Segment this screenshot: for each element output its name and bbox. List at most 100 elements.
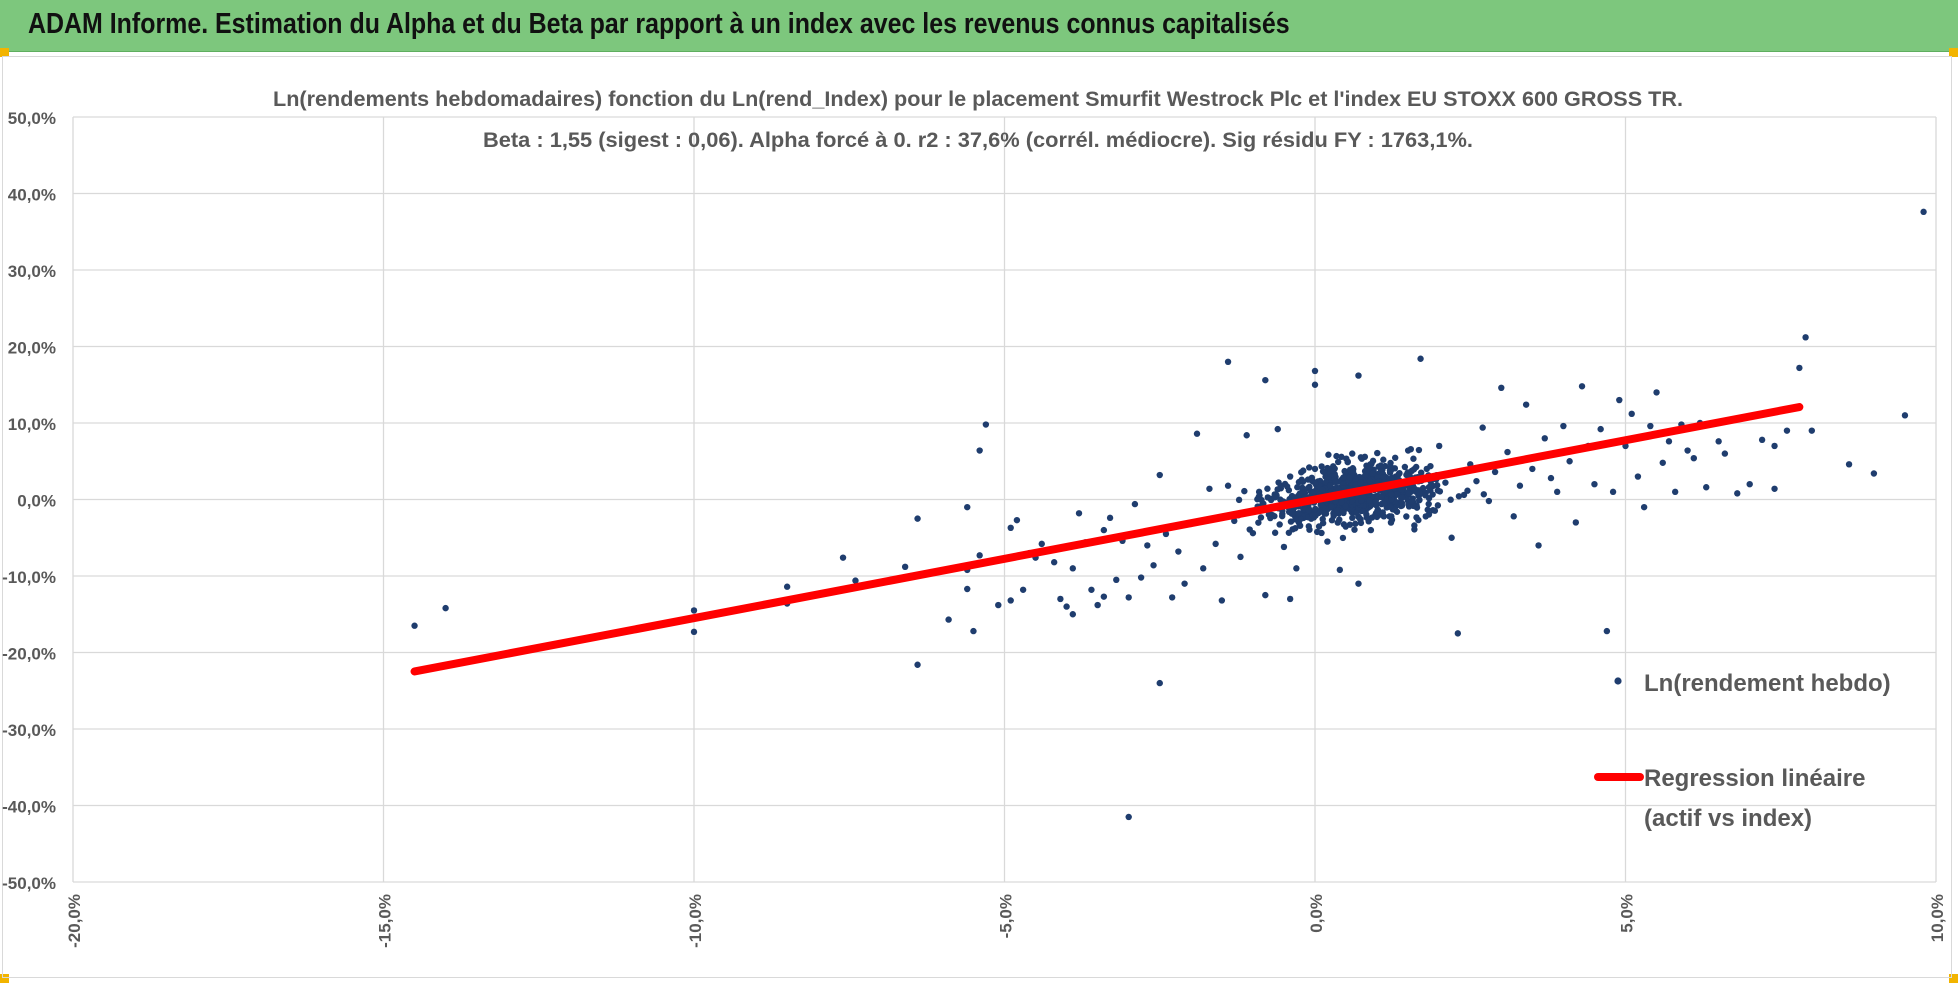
scatter-point	[1367, 461, 1374, 468]
scatter-point	[1344, 458, 1351, 465]
scatter-point	[1671, 488, 1679, 496]
scatter-point	[1324, 538, 1331, 545]
scatter-point	[1771, 485, 1778, 492]
scatter-point	[1553, 488, 1561, 496]
scatter-point	[1340, 474, 1347, 481]
scatter-point	[1374, 507, 1381, 515]
scatter-point	[1255, 519, 1262, 526]
scatter-point	[1410, 455, 1417, 462]
y-tick-label: 50,0%	[8, 109, 56, 128]
scatter-point	[1328, 517, 1336, 524]
scatter-point	[1294, 484, 1301, 491]
scatter-point	[1609, 488, 1617, 496]
scatter-point	[1299, 478, 1307, 485]
scatter-point	[1283, 483, 1291, 490]
scatter-point	[1050, 559, 1058, 566]
scatter-point	[1391, 454, 1399, 461]
regression-layer	[410, 403, 1804, 676]
scatter-point	[1640, 503, 1648, 511]
scatter-point	[1703, 484, 1710, 491]
scatter-point	[1276, 521, 1283, 528]
scatter-point	[1920, 208, 1927, 216]
scatter-point	[1419, 484, 1427, 492]
scatter-point	[1318, 463, 1325, 470]
scatter-point	[1634, 473, 1642, 480]
scatter-point	[1746, 481, 1753, 488]
scatter-point	[1038, 540, 1045, 548]
y-tick-label: 40,0%	[8, 186, 56, 205]
scatter-point	[1342, 523, 1349, 530]
scatter-point	[1013, 516, 1021, 524]
scatter-point	[1380, 473, 1387, 481]
scatter-point	[1264, 485, 1271, 492]
scatter-point	[1442, 479, 1449, 486]
scatter-point	[1388, 495, 1395, 503]
scatter-point	[1387, 463, 1395, 471]
scatter-point	[1312, 480, 1319, 487]
scatter-point	[1340, 509, 1347, 517]
corner-mark-top-left	[0, 48, 9, 57]
scatter-point	[1372, 498, 1379, 506]
scatter-point	[1491, 468, 1499, 476]
scatter-point	[1262, 376, 1269, 384]
scatter-point	[1374, 449, 1381, 457]
scatter-point	[1516, 482, 1524, 489]
scatter-point	[1336, 566, 1344, 574]
y-tick-label: -50,0%	[2, 874, 56, 893]
scatter-point	[1212, 540, 1219, 548]
scatter-point	[1358, 497, 1365, 504]
scatter-point	[1319, 486, 1326, 493]
scatter-point	[1341, 468, 1349, 475]
scatter-point	[1808, 427, 1816, 434]
scatter-point	[1479, 424, 1486, 431]
x-tick-label: 5,0%	[1618, 894, 1637, 933]
scatter-point	[1305, 506, 1312, 514]
scatter-point	[1377, 462, 1384, 469]
scatter-point	[1403, 513, 1410, 520]
scatter-point	[1535, 542, 1542, 549]
x-tick-label: 0,0%	[1307, 894, 1326, 933]
scatter-point	[1498, 384, 1505, 392]
scatter-point	[1069, 565, 1077, 572]
scatter-point	[1313, 528, 1321, 536]
scatter-point	[1292, 516, 1299, 523]
scatter-point	[1802, 334, 1809, 341]
scatter-point	[1088, 586, 1095, 593]
y-tick-label: 10,0%	[8, 415, 56, 434]
scatter-point	[901, 563, 909, 571]
scatter-point	[852, 577, 859, 584]
scatter-point	[1427, 462, 1434, 470]
scatter-point	[976, 552, 983, 559]
scatter-point	[1366, 497, 1373, 505]
scatter-point	[1659, 459, 1666, 466]
scatter-point	[964, 503, 971, 511]
scatter-point	[1200, 565, 1207, 572]
scatter-point	[1485, 497, 1493, 505]
scatter-point	[1448, 534, 1455, 541]
scatter-point	[1464, 487, 1471, 494]
scatter-point	[1367, 526, 1375, 534]
scatter-point	[1417, 355, 1424, 362]
scatter-point	[1566, 458, 1573, 465]
scatter-point	[1357, 479, 1364, 486]
y-tick-label: 0,0%	[17, 492, 56, 511]
scatter-point	[1422, 492, 1429, 499]
legend-regression-label-line1: Regression linéaire	[1644, 765, 1865, 792]
scatter-point	[1395, 470, 1403, 477]
scatter-point	[1690, 454, 1698, 462]
regression-line	[410, 403, 1804, 676]
scatter-point	[1264, 494, 1271, 501]
scatter-point	[1224, 358, 1232, 365]
scatter-point	[1125, 594, 1132, 601]
scatter-point	[1257, 514, 1265, 521]
scatter-point	[1455, 493, 1463, 500]
x-tick-label: 10,0%	[1928, 894, 1947, 942]
scatter-point	[1325, 451, 1332, 458]
scatter-point	[1529, 465, 1536, 473]
scatter-point	[1783, 427, 1791, 434]
scatter-point	[1845, 461, 1853, 468]
scatter-point	[411, 622, 418, 629]
scatter-point	[1106, 514, 1114, 522]
scatter-point	[1241, 487, 1248, 495]
scatter-point	[1591, 481, 1598, 488]
